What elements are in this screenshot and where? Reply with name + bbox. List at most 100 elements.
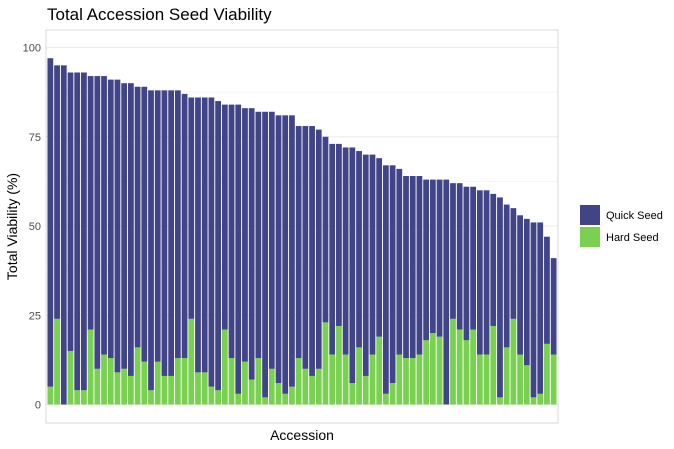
hard-seed-bar: [369, 354, 376, 405]
quick-seed-bar: [161, 90, 168, 376]
quick-seed-bar: [121, 83, 128, 369]
quick-seed-bar: [275, 115, 282, 384]
hard-seed-bar: [517, 354, 523, 405]
quick-seed-bar: [523, 218, 530, 366]
chart-title: Total Accession Seed Viability: [47, 5, 272, 24]
quick-seed-bar: [309, 126, 315, 376]
quick-seed-bar: [282, 115, 289, 394]
quick-seed-bar: [423, 179, 430, 341]
hard-seed-bar: [510, 318, 517, 405]
hard-seed-bar: [396, 354, 403, 405]
quick-seed-bar: [336, 143, 342, 326]
hard-seed-bar: [470, 329, 477, 405]
quick-seed-bar: [181, 93, 188, 359]
hard-seed-bar: [349, 383, 356, 405]
quick-seed-bar: [537, 222, 544, 394]
quick-seed-bar: [295, 126, 302, 359]
hard-seed-bar: [235, 393, 242, 405]
hard-seed-bar: [382, 393, 389, 405]
y-tick-label: 25: [29, 310, 41, 322]
hard-seed-bar: [141, 361, 148, 405]
hard-seed-bar: [342, 354, 349, 405]
quick-seed-bar: [215, 101, 222, 391]
quick-seed-bar: [60, 65, 67, 405]
x-axis-title: Accession: [270, 427, 334, 443]
hard-seed-bar: [376, 336, 383, 405]
quick-seed-bar: [382, 165, 389, 394]
hard-seed-bar: [148, 390, 154, 405]
hard-seed-bar: [127, 375, 134, 405]
quick-seed-bar: [322, 136, 329, 323]
hard-seed-bar: [47, 386, 54, 405]
hard-seed-bar: [356, 347, 362, 405]
legend: Quick Seed Hard Seed: [580, 205, 663, 247]
hard-seed-bar: [537, 393, 544, 405]
quick-seed-bar: [376, 158, 383, 337]
quick-seed-bar: [47, 58, 54, 387]
hard-seed-bar: [262, 397, 268, 405]
quick-seed-bar: [248, 108, 255, 380]
hard-seed-bar: [161, 375, 168, 405]
quick-seed-bar: [54, 65, 60, 319]
quick-seed-bar: [302, 126, 309, 369]
quick-seed-bar: [544, 236, 550, 344]
y-tick-labels: 0 25 50 75 100: [23, 43, 41, 412]
hard-seed-bar: [302, 368, 309, 405]
hard-seed-bar: [228, 358, 235, 405]
y-tick-label: 0: [35, 400, 41, 412]
legend-swatch: [580, 205, 600, 225]
quick-seed-bar: [174, 90, 181, 359]
hard-seed-bar: [450, 318, 456, 405]
quick-seed-bar: [81, 72, 87, 391]
quick-seed-bar: [510, 208, 517, 319]
quick-seed-bar: [87, 76, 94, 330]
hard-seed-bar: [523, 365, 530, 405]
hard-seed-bar: [221, 329, 228, 405]
hard-seed-bar: [208, 386, 215, 405]
hard-seed-bar: [94, 368, 101, 405]
hard-seed-bar: [503, 347, 510, 405]
quick-seed-bar: [67, 72, 74, 351]
hard-seed-bar: [134, 347, 141, 405]
hard-seed-bar: [114, 372, 121, 405]
hard-seed-bar: [188, 318, 195, 405]
hard-seed-bar: [74, 390, 81, 405]
hard-seed-bar: [497, 397, 503, 405]
quick-seed-bar: [148, 90, 154, 391]
hard-seed-bar: [389, 383, 396, 405]
hard-seed-bar: [490, 325, 497, 405]
hard-seed-bar: [403, 358, 409, 405]
hard-seed-bar: [322, 322, 329, 405]
hard-seed-bar: [329, 354, 336, 405]
quick-seed-bar: [517, 215, 523, 355]
quick-seed-bar: [329, 143, 336, 355]
quick-seed-bar: [134, 86, 141, 348]
quick-seed-bar: [255, 111, 262, 359]
quick-seed-bar: [208, 97, 215, 387]
hard-seed-bar: [81, 390, 87, 405]
quick-seed-bar: [228, 104, 235, 359]
hard-seed-bar: [67, 350, 74, 405]
quick-seed-bar: [127, 83, 134, 376]
hard-seed-bar: [248, 379, 255, 405]
hard-seed-bar: [550, 354, 557, 405]
quick-seed-bar: [530, 222, 537, 398]
hard-seed-bar: [195, 372, 201, 405]
hard-seed-bar: [201, 372, 208, 405]
quick-seed-bar: [289, 115, 295, 387]
hard-seed-bar: [409, 358, 416, 405]
quick-seed-bar: [369, 154, 376, 355]
quick-seed-bar: [456, 183, 463, 330]
hard-seed-bar: [282, 393, 289, 405]
quick-seed-bar: [443, 179, 450, 405]
quick-seed-bar: [429, 179, 436, 334]
quick-seed-bar: [362, 154, 369, 376]
quick-seed-bar: [141, 86, 148, 362]
legend-label: Quick Seed: [606, 210, 663, 222]
bars: [47, 58, 557, 405]
quick-seed-bar: [403, 176, 409, 359]
quick-seed-bar: [188, 97, 195, 319]
quick-seed-bar: [476, 190, 483, 355]
hard-seed-bar: [436, 336, 443, 405]
